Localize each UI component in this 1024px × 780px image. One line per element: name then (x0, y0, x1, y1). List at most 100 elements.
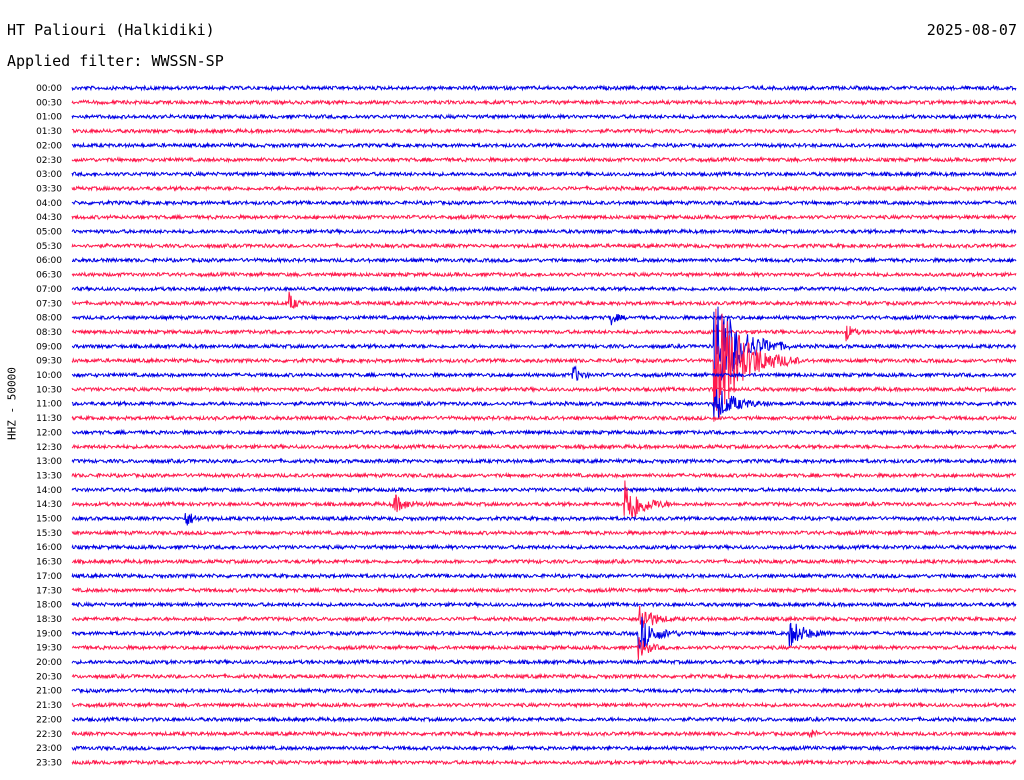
trace-row-2330 (71, 758, 1017, 767)
row-time-label: 13:00 (36, 457, 62, 467)
row-time-label: 06:00 (36, 256, 62, 266)
trace-row-2130 (71, 701, 1017, 709)
trace-row-0530 (71, 242, 1017, 250)
row-time-label: 09:30 (36, 357, 62, 367)
trace-row-0730 (71, 291, 1017, 309)
trace-row-0300 (71, 170, 1017, 178)
row-time-label: 14:00 (36, 486, 62, 496)
row-time-label: 01:30 (36, 127, 62, 137)
trace-row-1330 (71, 471, 1017, 480)
row-time-label: 17:30 (36, 586, 62, 596)
trace-row-0100 (71, 112, 1017, 121)
trace-row-1830 (71, 605, 1017, 628)
trace-row-1900 (71, 616, 1017, 651)
trace-row-1700 (71, 572, 1017, 580)
row-time-label: 13:30 (36, 471, 62, 481)
trace-row-2000 (71, 658, 1017, 666)
row-time-label: 19:00 (36, 629, 62, 639)
trace-row-0830 (71, 325, 1017, 342)
trace-row-1430 (71, 480, 1017, 518)
trace-row-1930 (71, 637, 1017, 660)
row-time-label: 10:00 (36, 371, 62, 381)
filter-label: Applied filter: WWSSN-SP (7, 52, 224, 70)
row-time-label: 07:00 (36, 285, 62, 295)
row-time-label: 00:30 (36, 98, 62, 108)
trace-row-1300 (71, 457, 1017, 465)
trace-row-0030 (71, 98, 1017, 107)
row-time-label: 03:30 (36, 184, 62, 194)
row-time-label: 21:30 (36, 701, 62, 711)
row-time-label: 16:00 (36, 543, 62, 553)
row-time-label: 20:00 (36, 658, 62, 668)
trace-row-0630 (71, 270, 1017, 279)
row-time-label: 04:00 (36, 199, 62, 209)
row-time-label: 07:30 (36, 299, 62, 309)
row-time-label: 12:00 (36, 428, 62, 438)
row-time-label: 10:30 (36, 385, 62, 395)
row-time-label: 04:30 (36, 213, 62, 223)
row-time-label: 21:00 (36, 687, 62, 697)
trace-row-2230 (71, 729, 1017, 739)
trace-row-2200 (71, 715, 1017, 724)
row-time-label: 12:30 (36, 443, 62, 453)
row-time-label: 00:00 (36, 84, 62, 94)
row-time-label: 18:00 (36, 601, 62, 611)
row-time-label: 02:30 (36, 156, 62, 166)
trace-row-0200 (71, 141, 1017, 150)
row-time-label: 08:30 (36, 328, 62, 338)
trace-row-1000 (71, 365, 1017, 381)
row-time-label: 22:30 (36, 730, 62, 740)
trace-row-0330 (71, 184, 1017, 192)
trace-row-0700 (71, 285, 1017, 293)
row-time-label: 23:30 (36, 758, 62, 768)
row-time-label: 02:00 (36, 141, 62, 151)
row-time-label: 11:30 (36, 414, 62, 424)
row-time-label: 15:30 (36, 529, 62, 539)
row-time-label: 06:30 (36, 271, 62, 281)
trace-row-0430 (71, 213, 1017, 221)
row-time-label: 01:00 (36, 113, 62, 123)
trace-row-0600 (72, 256, 1017, 264)
station-title: HT Paliouri (Halkidiki) (7, 21, 215, 39)
row-time-label: 23:00 (36, 744, 62, 754)
trace-row-1600 (71, 543, 1017, 552)
trace-row-1130 (71, 414, 1017, 422)
trace-row-1200 (71, 428, 1017, 437)
row-time-label: 11:00 (36, 400, 62, 410)
trace-row-1100 (71, 389, 1017, 419)
trace-row-0930 (71, 308, 1017, 422)
row-time-label: 08:00 (36, 314, 62, 324)
trace-row-1500 (71, 512, 1017, 526)
row-time-label: 16:30 (36, 558, 62, 568)
trace-row-0800 (71, 313, 1017, 326)
trace-row-1530 (71, 529, 1017, 537)
row-time-label: 19:30 (36, 644, 62, 654)
trace-row-0500 (71, 227, 1017, 236)
trace-row-1400 (71, 486, 1017, 494)
row-time-label: 05:30 (36, 242, 62, 252)
trace-row-1800 (71, 600, 1017, 609)
row-time-label: 05:00 (36, 228, 62, 238)
trace-row-1730 (71, 586, 1017, 594)
trace-row-0900 (71, 306, 1017, 404)
date-label: 2025-08-07 (926, 21, 1017, 39)
row-time-label: 09:00 (36, 342, 62, 352)
trace-row-0130 (71, 127, 1017, 135)
row-time-label: 22:00 (36, 715, 62, 725)
row-time-label: 03:00 (36, 170, 62, 180)
trace-row-2100 (71, 686, 1016, 695)
row-time-label: 18:30 (36, 615, 62, 625)
row-time-label: 15:00 (36, 515, 62, 525)
trace-row-2030 (71, 672, 1017, 681)
row-time-label: 14:30 (36, 500, 62, 510)
trace-row-0000 (71, 84, 1017, 92)
trace-row-0400 (71, 199, 1017, 207)
row-time-label: 20:30 (36, 672, 62, 682)
trace-row-0230 (71, 155, 1017, 164)
trace-row-1630 (71, 557, 1017, 566)
trace-row-1030 (71, 385, 1017, 394)
trace-row-1230 (71, 442, 1017, 451)
trace-row-2300 (71, 744, 1017, 752)
row-time-label: 17:00 (36, 572, 62, 582)
